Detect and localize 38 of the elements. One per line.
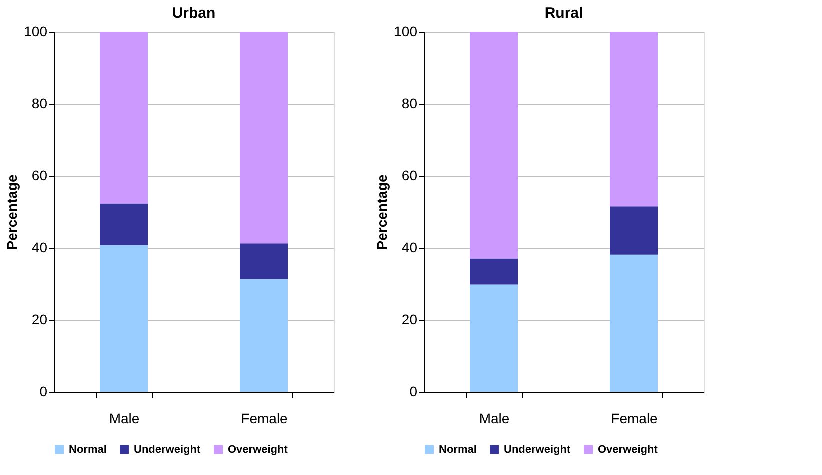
y-tick-label: 20 [402, 312, 418, 328]
y-tick-label: 100 [394, 24, 418, 40]
y-tick-label: 0 [40, 384, 48, 400]
x-tick-label: Male [109, 410, 140, 426]
y-tick-label: 60 [32, 168, 48, 184]
y-tick-label: 20 [32, 312, 48, 328]
bar [100, 245, 148, 392]
bar [470, 284, 518, 392]
legend-label: Normal [69, 444, 107, 456]
x-tick-label: Female [241, 410, 288, 426]
y-tick-label: 40 [32, 240, 48, 256]
legend-label: Overweight [598, 444, 658, 456]
y-tick-label: 40 [402, 240, 418, 256]
bar [240, 32, 288, 244]
chart-title: Urban [172, 5, 216, 22]
y-tick-label: 80 [402, 96, 418, 112]
bar [100, 204, 148, 246]
bar [240, 244, 288, 280]
y-axis-title: Percentage [374, 174, 390, 250]
bar [100, 32, 148, 204]
x-tick-label: Male [479, 410, 510, 426]
bar [610, 32, 658, 207]
bar [610, 254, 658, 392]
legend-label: Overweight [228, 444, 288, 456]
legend-label: Underweight [134, 444, 201, 456]
bar [470, 258, 518, 285]
bar [240, 279, 288, 392]
x-tick-label: Female [611, 410, 658, 426]
bar [610, 206, 658, 255]
legend-label: Normal [439, 444, 477, 456]
legend-label: Underweight [504, 444, 571, 456]
y-axis-title: Percentage [4, 174, 20, 250]
y-tick-label: 80 [32, 96, 48, 112]
chart-title: Rural [544, 5, 584, 22]
y-tick-label: 60 [402, 168, 418, 184]
y-tick-label: 0 [410, 384, 418, 400]
y-tick-label: 100 [24, 24, 48, 40]
bar [470, 32, 518, 259]
